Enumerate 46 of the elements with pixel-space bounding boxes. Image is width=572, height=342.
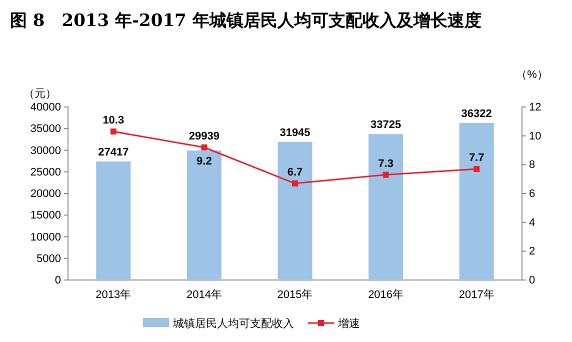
y-tick-label: 0 [54,274,61,287]
y-axis-title: （元） [24,88,56,100]
point [382,172,389,178]
y-tick-label: 30000 [30,144,61,157]
bar [186,150,222,280]
data-label: 7.7 [468,152,484,164]
data-label: 33725 [370,119,402,132]
data-label: 36322 [461,108,492,120]
y2-tick-label: 8 [529,159,536,172]
bar [96,161,131,280]
y-tick-label: 5000 [36,252,61,265]
y-tick-label: 10000 [30,231,61,244]
point [292,180,298,186]
point [474,166,480,172]
y2-tick-label: 10 [529,130,542,142]
bar [368,134,404,280]
bar [278,142,312,280]
data-label: 29939 [188,130,220,142]
y2-tick-label: 6 [529,188,536,200]
y-tick-label: 25000 [30,166,61,178]
legend-label: 增速 [337,317,360,330]
y2-tick-label: 0 [529,274,536,287]
legend-label: 城镇居民人均可支配收入 [172,317,294,330]
y-tick-label: 15000 [30,210,61,222]
y-tick-label: 35000 [30,123,61,136]
chart-title: 图 8 2013 年-2017 年城镇居民人均可支配收入及增长速度 [10,11,482,31]
bar [459,122,494,280]
x-tick-label: 2017年 [458,288,494,301]
x-tick-label: 2015年 [277,288,313,301]
data-label: 9.2 [196,155,212,168]
x-tick-label: 2013年 [96,288,132,301]
y2-tick-label: 4 [529,216,536,229]
data-label: 31945 [280,126,310,139]
y2-tick-label: 12 [529,102,542,114]
data-label: 7.3 [378,158,394,170]
point [110,128,116,135]
y-tick-label: 40000 [30,102,61,114]
y2-tick-label: 2 [529,246,536,258]
data-label: 27417 [98,146,129,158]
data-label: 10.3 [102,114,124,127]
y2-axis-title: （%） [516,69,548,81]
x-tick-label: 2016年 [368,288,404,301]
point [201,144,208,150]
data-label: 6.7 [287,166,303,178]
y-tick-label: 20000 [30,188,61,200]
x-tick-label: 2014年 [186,288,222,301]
